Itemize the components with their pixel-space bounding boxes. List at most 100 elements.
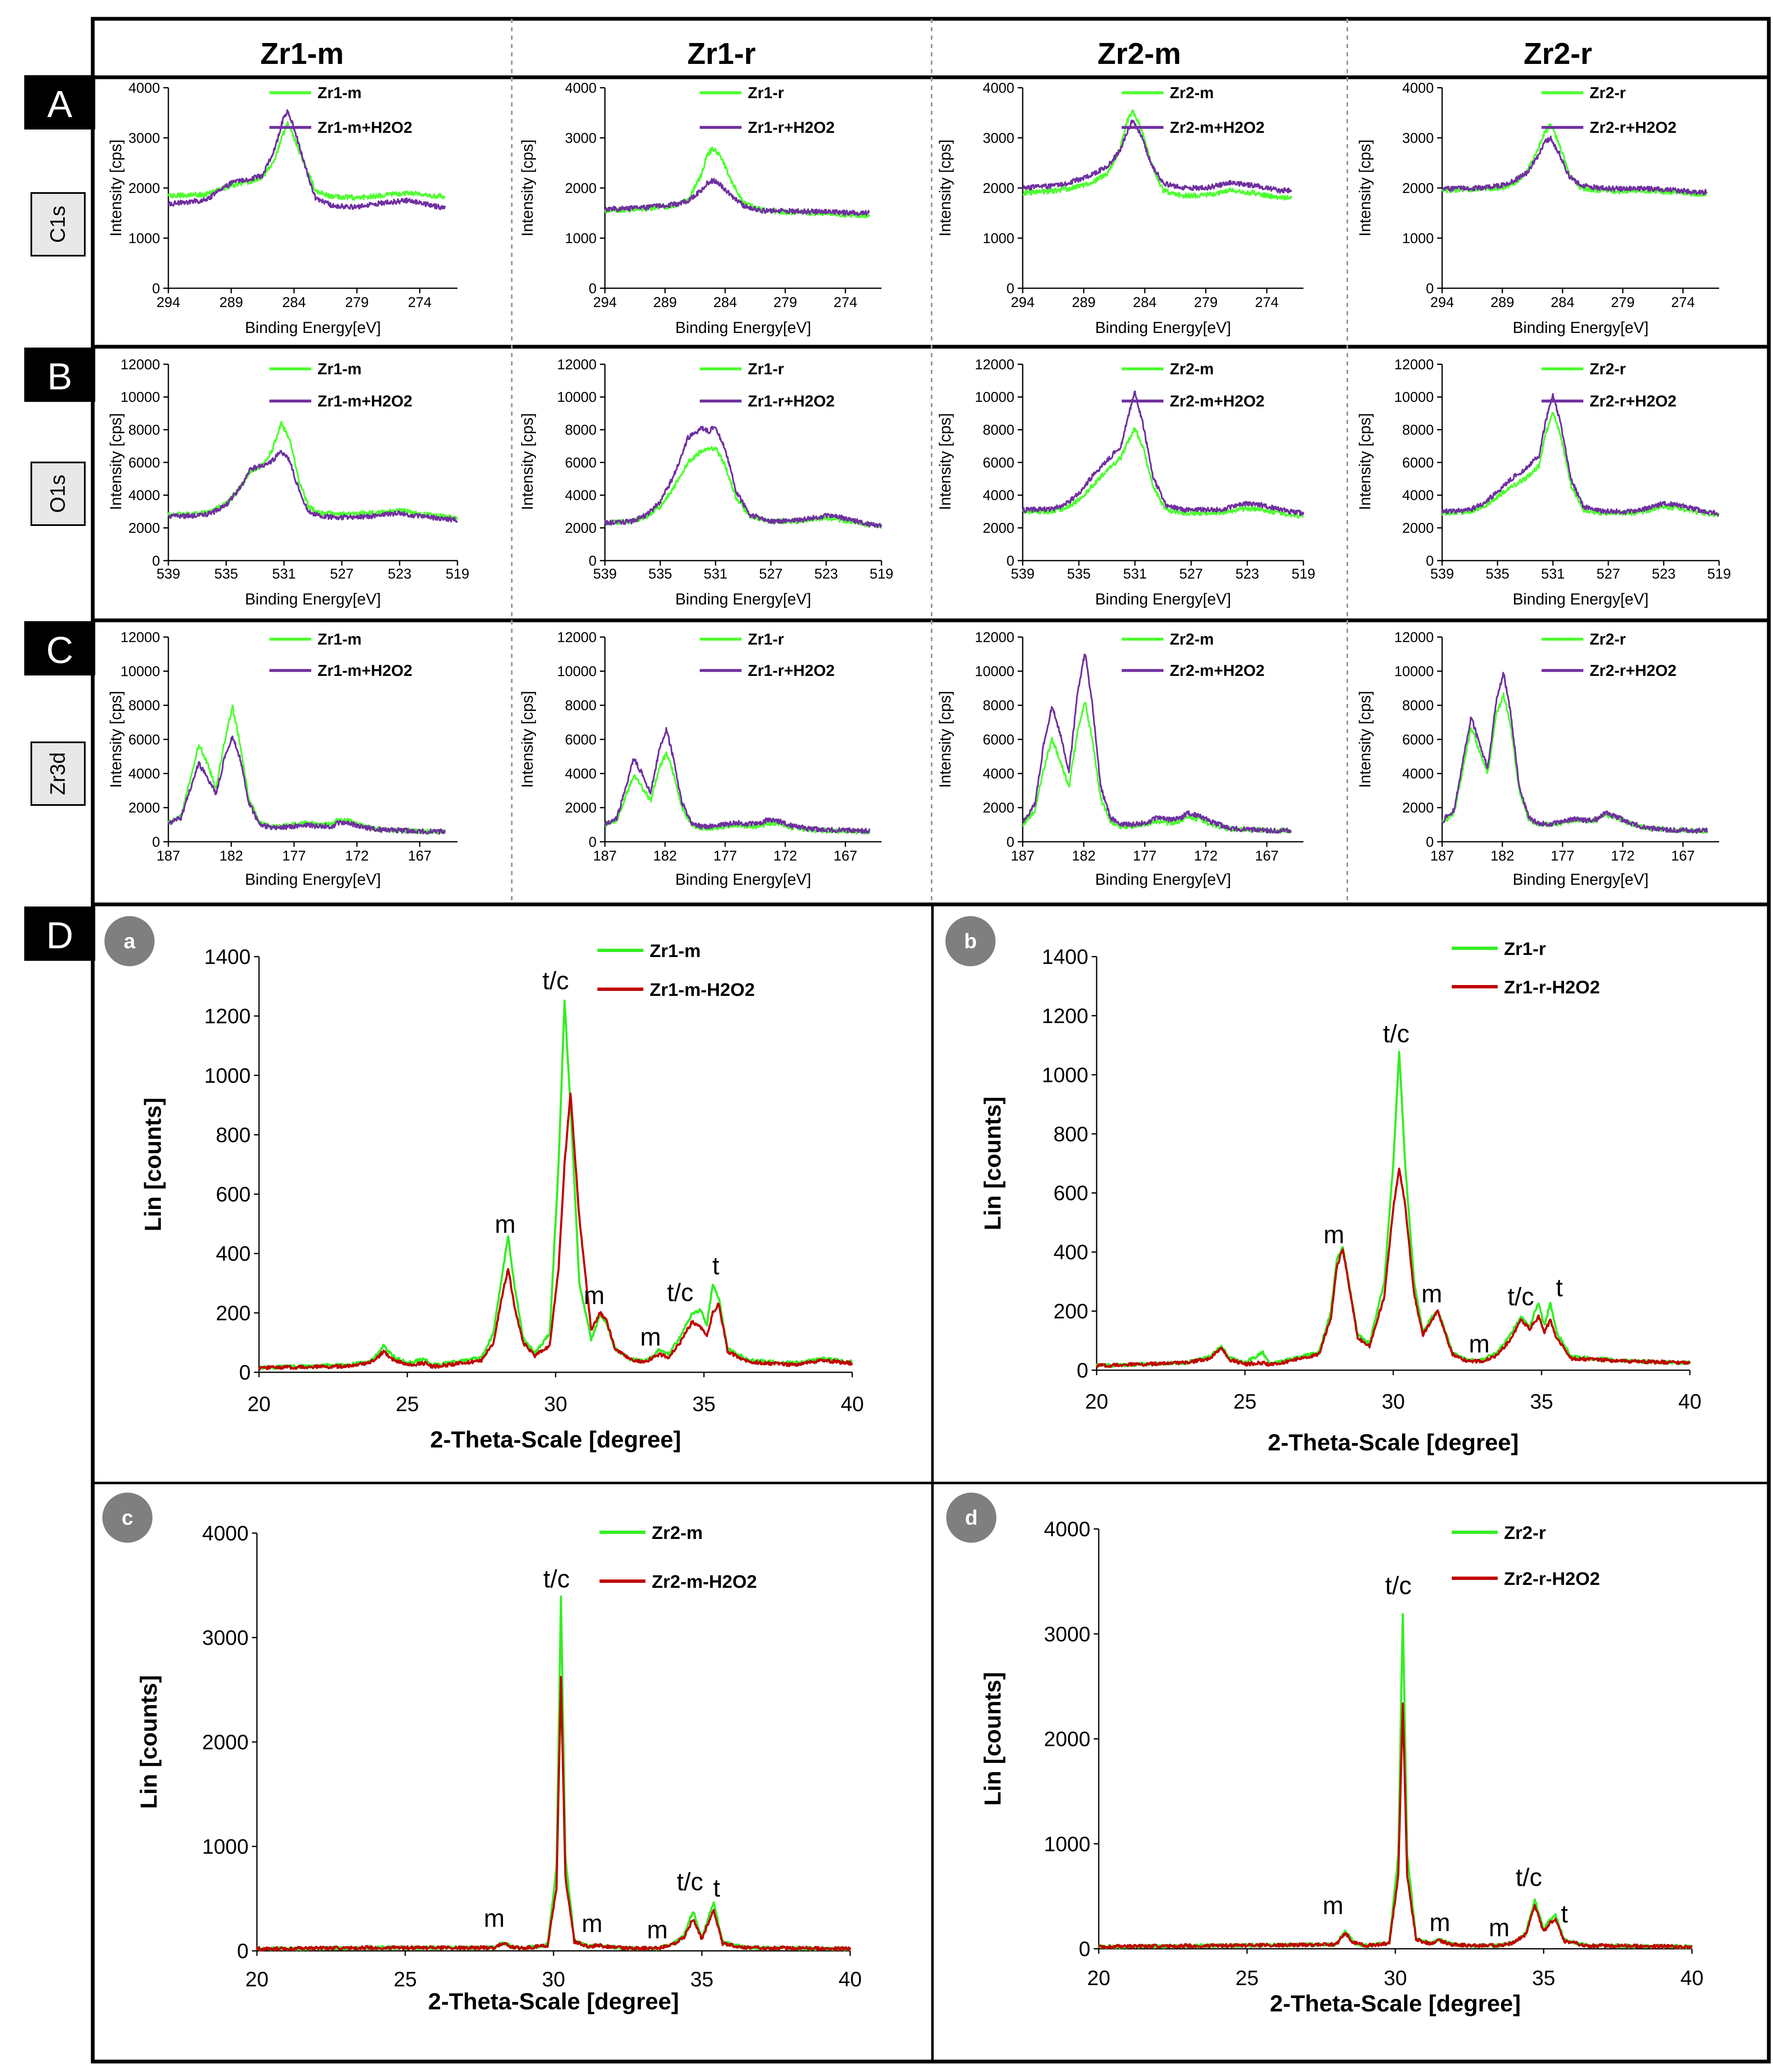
y-tick-label: 4000 <box>1402 488 1434 503</box>
y-axis-label: Lin [counts] <box>979 1672 1006 1805</box>
x-tick-label: 177 <box>1133 848 1157 864</box>
y-axis-label: Intensity [cps] <box>107 413 125 510</box>
legend-label-zr1-r: Zr1-r <box>748 84 784 102</box>
x-tick-label: 25 <box>1233 1390 1257 1413</box>
phase-annotation: m <box>1323 1892 1344 1920</box>
x-tick-label: 177 <box>713 848 737 864</box>
x-tick-label: 187 <box>1430 848 1454 864</box>
chart-b1: 0 2000 4000 6000 8000 10000 12000 539 535 531 527 5… <box>107 357 469 608</box>
y-tick-label: 2000 <box>202 1731 249 1754</box>
legend-label-zr2-r-h2o2: Zr2-r+H2O2 <box>1590 119 1676 137</box>
x-tick-label: 167 <box>408 848 432 864</box>
x-tick-label: 535 <box>214 566 238 582</box>
x-axis-label: Binding Energy[eV] <box>245 319 381 337</box>
x-tick-label: 167 <box>1255 848 1279 864</box>
legend-label-zr2-m-h2o2: Zr2-m+H2O2 <box>1170 119 1265 137</box>
column-title-zr2-r: Zr2-r <box>1524 37 1592 71</box>
phase-annotation: m <box>484 1904 505 1932</box>
row-c-label: Zr3d <box>46 752 69 795</box>
row-a-label: C1s <box>46 206 69 243</box>
y-tick-label: 1000 <box>202 1835 249 1859</box>
y-tick-label: 10000 <box>120 664 160 680</box>
chart-c3: 0 2000 4000 6000 8000 10000 12000 187 182 177 172 1… <box>937 630 1303 889</box>
y-tick-label: 0 <box>152 553 160 569</box>
y-tick-label: 6000 <box>1402 455 1434 471</box>
phase-annotation: t/c <box>1385 1572 1411 1600</box>
legend-label-zr2-m: Zr2-m <box>1170 361 1214 378</box>
x-tick-label: 294 <box>1430 295 1454 310</box>
x-tick-label: 527 <box>1179 566 1203 582</box>
y-tick-label: 0 <box>237 1940 249 1963</box>
x-tick-label: 531 <box>272 566 296 582</box>
chart-c4: 0 2000 4000 6000 8000 10000 12000 187 182 177 172 1… <box>1356 630 1719 889</box>
x-tick-label: 527 <box>759 566 783 582</box>
series-line-zr2-r-h2o2 <box>1098 1702 1693 1950</box>
series-line-zr2-r <box>1441 412 1720 518</box>
x-axis-label: Binding Energy[eV] <box>675 591 811 608</box>
y-tick-label: 400 <box>1054 1241 1088 1264</box>
x-tick-label: 279 <box>773 295 797 310</box>
legend-label-zr1-m-h2o2: Zr1-m+H2O2 <box>318 119 412 137</box>
x-tick-label: 284 <box>1551 295 1575 310</box>
x-tick-label: 284 <box>1133 295 1157 310</box>
y-tick-label: 1000 <box>983 231 1014 246</box>
x-axis-label: Binding Energy[eV] <box>1095 319 1231 337</box>
legend-label-zr2-r-h2o2: Zr2-r+H2O2 <box>1590 393 1676 410</box>
x-tick-label: 523 <box>388 566 411 582</box>
x-tick-label: 274 <box>833 295 857 310</box>
x-tick-label: 519 <box>870 566 894 582</box>
x-axis-label: Binding Energy[eV] <box>245 871 381 889</box>
panel-badge-letter: d <box>965 1506 978 1529</box>
chart-c2: 0 2000 4000 6000 8000 10000 12000 187 182 177 172 1… <box>519 630 881 889</box>
y-tick-label: 1200 <box>204 1005 251 1028</box>
chart-a1: 0 1000 2000 3000 4000 294 289 284 279 274 Binding … <box>107 80 457 337</box>
y-tick-label: 2000 <box>1402 521 1434 536</box>
y-tick-label: 0 <box>1006 553 1014 569</box>
series-line-zr1-m-h2o2 <box>258 1092 853 1371</box>
phase-annotation: m <box>640 1323 661 1351</box>
y-tick-label: 4000 <box>565 488 597 503</box>
row-b-label: O1s <box>46 475 69 513</box>
x-tick-label: 30 <box>1384 1966 1407 1990</box>
x-tick-label: 40 <box>1678 1390 1702 1413</box>
phase-annotation: t/c <box>1383 1020 1409 1048</box>
y-tick-label: 1200 <box>1042 1004 1088 1028</box>
phase-annotation: t <box>1561 1900 1568 1928</box>
x-tick-label: 531 <box>1541 566 1565 582</box>
legend-label-zr1-m: Zr1-m <box>318 631 362 648</box>
section-d-letter-box <box>24 906 95 961</box>
y-tick-label: 8000 <box>983 698 1014 714</box>
series-line-zr2-r-h2o2 <box>1441 393 1720 516</box>
x-tick-label: 539 <box>593 566 617 582</box>
y-tick-label: 4000 <box>983 766 1014 782</box>
y-tick-label: 800 <box>216 1123 251 1147</box>
x-tick-label: 274 <box>1255 295 1279 310</box>
y-tick-label: 10000 <box>975 664 1014 680</box>
series-line-zr2-m-h2o2 <box>256 1676 851 1952</box>
row-a-label-box <box>30 192 86 256</box>
panel-badge-letter: a <box>124 929 136 953</box>
y-tick-label: 12000 <box>1394 357 1434 373</box>
x-tick-label: 535 <box>648 566 672 582</box>
legend-label-zr2-m: Zr2-m <box>1170 84 1214 102</box>
x-tick-label: 40 <box>841 1392 864 1416</box>
y-axis-label: Intensity [cps] <box>937 691 954 788</box>
y-axis-label: Lin [counts] <box>140 1097 166 1231</box>
x-tick-label: 187 <box>593 848 617 864</box>
phase-annotation: m <box>1421 1280 1442 1308</box>
x-tick-label: 531 <box>1123 566 1147 582</box>
x-tick-label: 35 <box>692 1392 716 1416</box>
chart-c1: 0 2000 4000 6000 8000 10000 12000 187 182 177 172 1… <box>107 630 457 889</box>
x-tick-label: 523 <box>1235 566 1259 582</box>
y-tick-label: 6000 <box>983 732 1014 748</box>
y-axis-label: Intensity [cps] <box>937 140 954 236</box>
phase-annotation: t/c <box>1508 1282 1534 1310</box>
x-tick-label: 527 <box>330 566 354 582</box>
x-tick-label: 294 <box>157 295 180 310</box>
x-tick-label: 172 <box>773 848 797 864</box>
legend-label-zr1-m-h2o2: Zr1-m-H2O2 <box>650 980 755 1000</box>
x-tick-label: 274 <box>408 295 432 310</box>
y-tick-label: 6000 <box>1402 732 1434 748</box>
x-axis-label: Binding Energy[eV] <box>245 591 381 608</box>
x-axis-label: Binding Energy[eV] <box>1095 871 1231 889</box>
